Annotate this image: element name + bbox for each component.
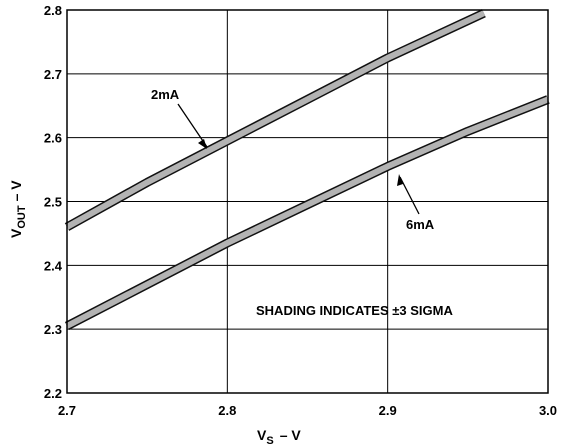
x-axis-title-main: V xyxy=(257,427,267,443)
y-tick-label: 2.6 xyxy=(44,131,62,146)
y-tick-label: 2.5 xyxy=(44,195,62,210)
label-2mA: 2mA xyxy=(151,87,180,102)
annotation-6mA: 6mA xyxy=(397,174,435,232)
x-axis-title: VS – V xyxy=(257,427,301,446)
y-tick-label: 2.2 xyxy=(44,386,62,401)
y-axis-title-tail: – V xyxy=(8,180,24,202)
arrow-2mA xyxy=(177,103,208,148)
x-tick-label: 2.8 xyxy=(218,403,236,418)
y-tick-label: 2.8 xyxy=(44,3,62,18)
plot-frame xyxy=(66,9,549,394)
series-group xyxy=(64,9,550,330)
series-band-6mA xyxy=(65,96,550,329)
y-axis-title: VOUT – V xyxy=(8,180,28,238)
y-tick-label: 2.7 xyxy=(44,67,62,82)
y-tick-label: 2.4 xyxy=(44,258,63,273)
arrow-6mA xyxy=(399,176,420,215)
arrowhead-6mA xyxy=(397,174,403,186)
x-tick-label: 3.0 xyxy=(539,403,557,418)
shading-note: SHADING INDICATES ±3 SIGMA xyxy=(256,303,453,318)
x-axis-title-sub: S xyxy=(266,435,273,446)
annotation-2mA: 2mA xyxy=(151,87,208,149)
x-axis-title-tail: – V xyxy=(280,427,302,443)
y-axis-title-main: V xyxy=(8,228,24,238)
x-tick-label: 2.9 xyxy=(379,403,397,418)
x-tick-labels: 2.7 2.8 2.9 3.0 xyxy=(58,403,557,418)
x-tick-label: 2.7 xyxy=(58,403,76,418)
y-axis-title-sub: OUT xyxy=(16,205,28,229)
y-tick-label: 2.3 xyxy=(44,322,62,337)
y-tick-labels: 2.2 2.3 2.4 2.5 2.6 2.7 2.8 xyxy=(44,3,63,401)
series-band-2mA xyxy=(65,10,486,230)
arrowhead-2mA xyxy=(198,139,207,149)
label-6mA: 6mA xyxy=(406,217,435,232)
